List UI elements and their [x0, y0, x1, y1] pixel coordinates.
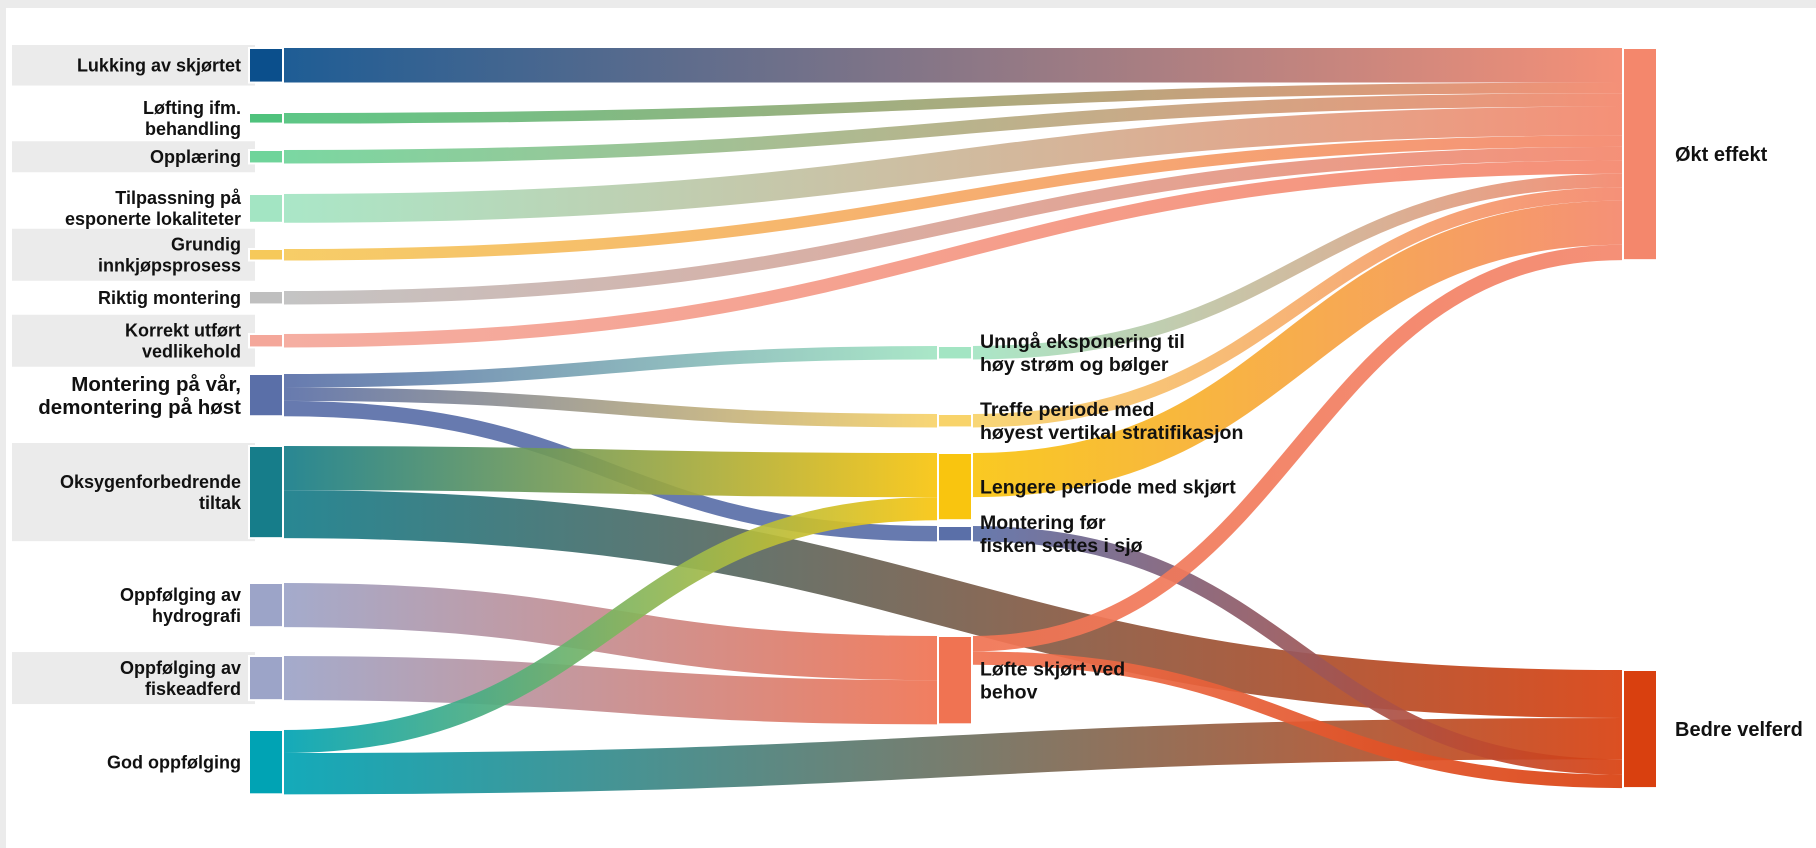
link-tilpassning-to-okt: [282, 106, 1624, 223]
label-montering_var: Montering på vår, demontering på høst: [38, 373, 241, 419]
node-lofting: [248, 112, 284, 125]
label-lengere: Lengere periode med skjørt: [980, 476, 1236, 498]
link-montering_var-to-unnga: [282, 346, 939, 388]
node-oksygen: [248, 445, 284, 540]
link-korrekt-to-okt: [282, 160, 1624, 348]
label-korrekt: Korrekt utført vedlikehold: [125, 321, 241, 362]
label-god: God oppfølging: [107, 752, 241, 772]
link-riktig-to-okt: [282, 146, 1624, 305]
sankey-diagram: Lukking av skjørtet Løfting ifm. behandlin…: [12, 45, 1803, 796]
link-unnga-to-okt: [971, 173, 1624, 360]
node-fiskeadferd: [248, 655, 284, 702]
chart-panel: Lukking av skjørtet Løfting ifm. behandlin…: [6, 8, 1816, 848]
link-montering_var-to-treffe: [282, 387, 939, 428]
label-bands: [12, 45, 255, 705]
link-lofting-to-okt: [282, 82, 1624, 124]
label-okt: Økt effekt: [1675, 144, 1768, 166]
node-lukking: [248, 47, 284, 84]
label-band-oksygen: [12, 443, 255, 542]
label-velferd: Bedre velferd: [1675, 719, 1803, 741]
label-tilpassning: Tilpassning på esponerte lokaliteter: [65, 188, 242, 229]
node-hydrografi: [248, 582, 284, 629]
node-lengere: [937, 452, 973, 522]
node-unnga: [937, 345, 973, 361]
link-oksygen-to-lengere: [282, 446, 939, 498]
node-innkjop: [248, 248, 284, 262]
node-god: [248, 729, 284, 796]
node-labels: Lukking av skjørtet Løfting ifm. behandlin…: [38, 56, 1803, 773]
label-oksygen: Oksygenforbedrende tiltak: [60, 472, 242, 513]
label-band-fiskeadferd: [12, 652, 255, 705]
node-okt: [1622, 47, 1658, 262]
node-riktig: [248, 290, 284, 306]
link-god-to-lengere: [282, 497, 939, 754]
link-opplaering-to-okt: [282, 93, 1624, 164]
node-velferd: [1622, 669, 1658, 790]
label-band-lukking: [12, 45, 255, 86]
label-hydrografi: Oppfølging av hydrografi: [120, 585, 241, 626]
label-band-korrekt: [12, 314, 255, 367]
label-innkjop: Grundig innkjøpsprosess: [98, 235, 241, 276]
link-treffe-to-okt: [971, 187, 1624, 428]
flow-nodes: [248, 47, 1658, 796]
label-lukking: Lukking av skjørtet: [77, 56, 241, 76]
node-montering_var: [248, 373, 284, 418]
label-riktig: Riktig montering: [98, 288, 241, 308]
link-oksygen-to-velferd: [282, 490, 1624, 718]
node-tilpassning: [248, 193, 284, 224]
node-korrekt: [248, 333, 284, 349]
label-band-opplaering: [12, 141, 255, 173]
link-lengere-to-okt: [971, 200, 1624, 498]
link-lofte-to-velferd: [971, 651, 1624, 789]
label-band-innkjop: [12, 228, 255, 281]
link-innkjop-to-okt: [282, 135, 1624, 261]
label-fiskeadferd: Oppfølging av fiskeadferd: [120, 658, 241, 699]
label-unnga: Unngå eksponering til høy strøm og bølger: [980, 330, 1185, 376]
label-montering_for: Montering før fisken settes i sjø: [980, 512, 1143, 557]
label-opplaering: Opplæring: [150, 147, 241, 167]
link-fiskeadferd-to-lofte: [282, 656, 939, 725]
label-treffe: Treffe periode med høyest vertikal strati…: [980, 399, 1243, 444]
flow-links: [282, 47, 1624, 795]
node-treffe: [937, 413, 973, 429]
node-opplaering: [248, 149, 284, 165]
label-lofting: Løfting ifm. behandling: [143, 98, 241, 139]
link-lofte-to-okt: [971, 244, 1624, 652]
node-montering_for: [937, 525, 973, 543]
label-lofte: Løfte skjørt ved behov: [980, 658, 1125, 703]
node-lofte: [937, 635, 973, 726]
link-montering_for-to-velferd: [971, 526, 1624, 775]
